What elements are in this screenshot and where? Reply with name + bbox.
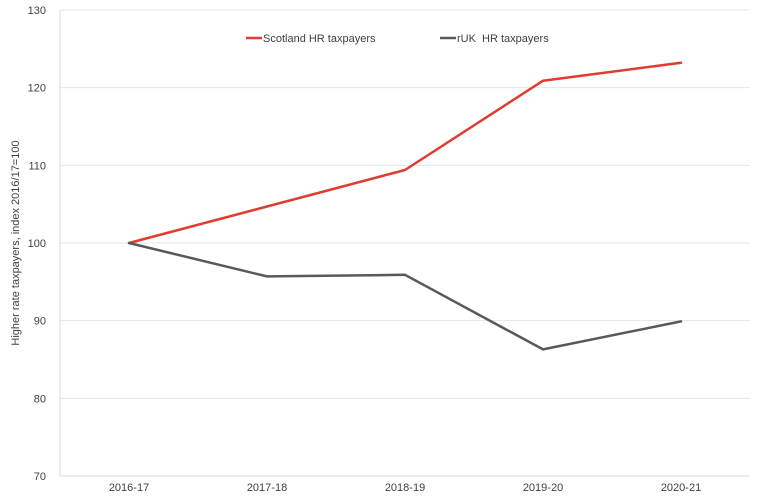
legend: Scotland HR taxpayers rUK HR taxpayers [246, 33, 549, 45]
series-line-1 [127, 241, 683, 351]
y-tick-label: 130 [28, 5, 46, 17]
y-tick-label: 120 [28, 83, 46, 95]
y-tick-label: 70 [34, 471, 46, 483]
gridlines [60, 9, 750, 399]
x-tick-labels: 2016-17 2017-18 2018-19 2019-20 2020-21 [109, 482, 701, 494]
axes [59, 10, 750, 477]
x-tick-label: 2020-21 [661, 482, 701, 494]
series-lines [127, 61, 683, 351]
y-tick-labels: 70 80 90 100 110 120 130 [28, 5, 46, 483]
y-tick-label: 80 [34, 393, 46, 405]
y-tick-label: 100 [28, 238, 46, 250]
x-tick-label: 2019-20 [523, 482, 563, 494]
legend-label-0: Scotland HR taxpayers [263, 33, 376, 45]
series-line-0 [127, 61, 683, 245]
x-tick-label: 2016-17 [109, 482, 149, 494]
x-tick-label: 2018-19 [385, 482, 425, 494]
legend-label-1: rUK HR taxpayers [457, 33, 549, 45]
y-axis-label: Higher rate taxpayers, index 2016/17=100 [10, 140, 22, 345]
x-tick-label: 2017-18 [247, 482, 287, 494]
y-tick-label: 110 [28, 160, 46, 172]
y-tick-label: 90 [34, 316, 46, 328]
